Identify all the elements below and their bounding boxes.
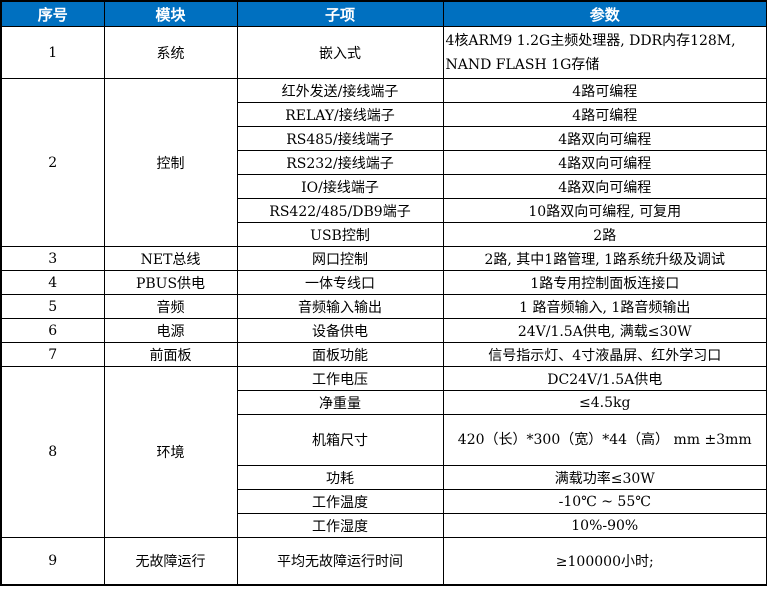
row-param: 2路, 其中1路管理, 1路系统升级及调试 bbox=[442, 246, 767, 271]
row-module: 系统 bbox=[103, 26, 238, 79]
table-row: 2 控制 红外发送/接线端子 4路可编程 bbox=[0, 78, 767, 247]
row-module: PBUS供电 bbox=[103, 270, 238, 295]
row-subitem: IO/接线端子 bbox=[236, 174, 444, 199]
row-param: 4路可编程 bbox=[442, 78, 767, 103]
row-subitem: 工作湿度 bbox=[236, 513, 444, 538]
table-row: 5 音频 音频输入输出 1 路音频输入, 1路音频输出 bbox=[0, 294, 767, 319]
row-module: 音频 bbox=[103, 294, 238, 319]
row-module: 电源 bbox=[103, 318, 238, 343]
table-row: RS485/接线端子 4路双向可编程 bbox=[1, 126, 767, 151]
row-param: 4路双向可编程 bbox=[442, 126, 767, 151]
table-row: 净重量 ≤4.5kg bbox=[1, 390, 767, 415]
spec-table: 序号 模块 子项 参数 1 系统 嵌入式 4核ARM9 1.2G主频处理器, DDR内… bbox=[0, 0, 767, 586]
row-param: 4路双向可编程 bbox=[442, 150, 767, 175]
header-subitem: 子项 bbox=[236, 0, 444, 27]
table-row: USB控制 2路 bbox=[1, 222, 767, 247]
row-param: 4核ARM9 1.2G主频处理器, DDR内存128M, NAND FLASH … bbox=[442, 26, 767, 79]
table-row: RS422/485/DB9端子 10路双向可编程, 可复用 bbox=[1, 198, 767, 223]
row-subitem: 设备供电 bbox=[236, 318, 444, 343]
row-param: 信号指示灯、4寸液晶屏、红外学习口 bbox=[442, 342, 767, 367]
row-subitem: USB控制 bbox=[236, 222, 444, 247]
row-param: 24V/1.5A供电, 满载≤30W bbox=[442, 318, 767, 343]
row-index: 4 bbox=[0, 270, 105, 295]
row-param: -10℃ ~ 55℃ bbox=[442, 489, 767, 514]
row-param: 1 路音频输入, 1路音频输出 bbox=[442, 294, 767, 319]
row-subitem: RS232/接线端子 bbox=[236, 150, 444, 175]
row-param: 2路 bbox=[442, 222, 767, 247]
row-index: 6 bbox=[0, 318, 105, 343]
row-subitem: 功耗 bbox=[236, 465, 444, 490]
row-index: 2 bbox=[0, 78, 105, 247]
row-index: 7 bbox=[0, 342, 105, 367]
table-row: IO/接线端子 4路双向可编程 bbox=[1, 174, 767, 199]
table-row: 工作温度 -10℃ ~ 55℃ bbox=[1, 489, 767, 514]
row-module: 环境 bbox=[103, 366, 238, 538]
header-index: 序号 bbox=[0, 0, 105, 27]
row-index: 1 bbox=[0, 26, 105, 79]
table-row: 1 系统 嵌入式 4核ARM9 1.2G主频处理器, DDR内存128M, NAND … bbox=[0, 26, 767, 79]
row-param: 10%-90% bbox=[442, 513, 767, 538]
row-param: 满载功率≤30W bbox=[442, 465, 767, 490]
row-subitem: 嵌入式 bbox=[236, 26, 444, 79]
row-index: 9 bbox=[0, 537, 105, 585]
table-row: 机箱尺寸 420（长）*300（宽）*44（高） mm ±3mm bbox=[1, 414, 767, 466]
row-subitem: 净重量 bbox=[236, 390, 444, 415]
row-module: 前面板 bbox=[103, 342, 238, 367]
row-subitem: 音频输入输出 bbox=[236, 294, 444, 319]
row-index: 3 bbox=[0, 246, 105, 271]
row-param: DC24V/1.5A供电 bbox=[442, 366, 767, 391]
row-subitem: RELAY/接线端子 bbox=[236, 102, 444, 127]
row-param: ≥100000小时; bbox=[442, 537, 767, 585]
table-row: 8 环境 工作电压 DC24V/1.5A供电 bbox=[0, 366, 767, 538]
row-param: 10路双向可编程, 可复用 bbox=[442, 198, 767, 223]
header-params: 参数 bbox=[442, 0, 767, 27]
row-subitem: 面板功能 bbox=[236, 342, 444, 367]
row-subitem: 一体专线口 bbox=[236, 270, 444, 295]
row-subitem: 网口控制 bbox=[236, 246, 444, 271]
row-subitem: RS485/接线端子 bbox=[236, 126, 444, 151]
row-param: 1路专用控制面板连接口 bbox=[442, 270, 767, 295]
row-param: 420（长）*300（宽）*44（高） mm ±3mm bbox=[442, 414, 767, 466]
row-index: 5 bbox=[0, 294, 105, 319]
row-subitem: 机箱尺寸 bbox=[236, 414, 444, 466]
row-param: 4路可编程 bbox=[442, 102, 767, 127]
table-row: RS232/接线端子 4路双向可编程 bbox=[1, 150, 767, 175]
row-subitem: 平均无故障运行时间 bbox=[236, 537, 444, 585]
table-row: 4 PBUS供电 一体专线口 1路专用控制面板连接口 bbox=[0, 270, 767, 295]
table-body: 1 系统 嵌入式 4核ARM9 1.2G主频处理器, DDR内存128M, NAND … bbox=[0, 26, 767, 585]
row-module: 无故障运行 bbox=[103, 537, 238, 585]
table-row: 9 无故障运行 平均无故障运行时间 ≥100000小时; bbox=[0, 537, 767, 585]
row-index: 8 bbox=[0, 366, 105, 538]
row-module: 控制 bbox=[103, 78, 238, 247]
row-subitem: 工作温度 bbox=[236, 489, 444, 514]
row-param: 4路双向可编程 bbox=[442, 174, 767, 199]
table-row: 6 电源 设备供电 24V/1.5A供电, 满载≤30W bbox=[0, 318, 767, 343]
row-subitem: 红外发送/接线端子 bbox=[236, 78, 444, 103]
row-module: NET总线 bbox=[103, 246, 238, 271]
row-subitem: RS422/485/DB9端子 bbox=[236, 198, 444, 223]
header-row: 序号 模块 子项 参数 bbox=[0, 0, 767, 27]
table-row: RELAY/接线端子 4路可编程 bbox=[1, 102, 767, 127]
table-row: 7 前面板 面板功能 信号指示灯、4寸液晶屏、红外学习口 bbox=[0, 342, 767, 367]
row-param: ≤4.5kg bbox=[442, 390, 767, 415]
table-row: 3 NET总线 网口控制 2路, 其中1路管理, 1路系统升级及调试 bbox=[0, 246, 767, 271]
header-module: 模块 bbox=[103, 0, 238, 27]
row-subitem: 工作电压 bbox=[236, 366, 444, 391]
